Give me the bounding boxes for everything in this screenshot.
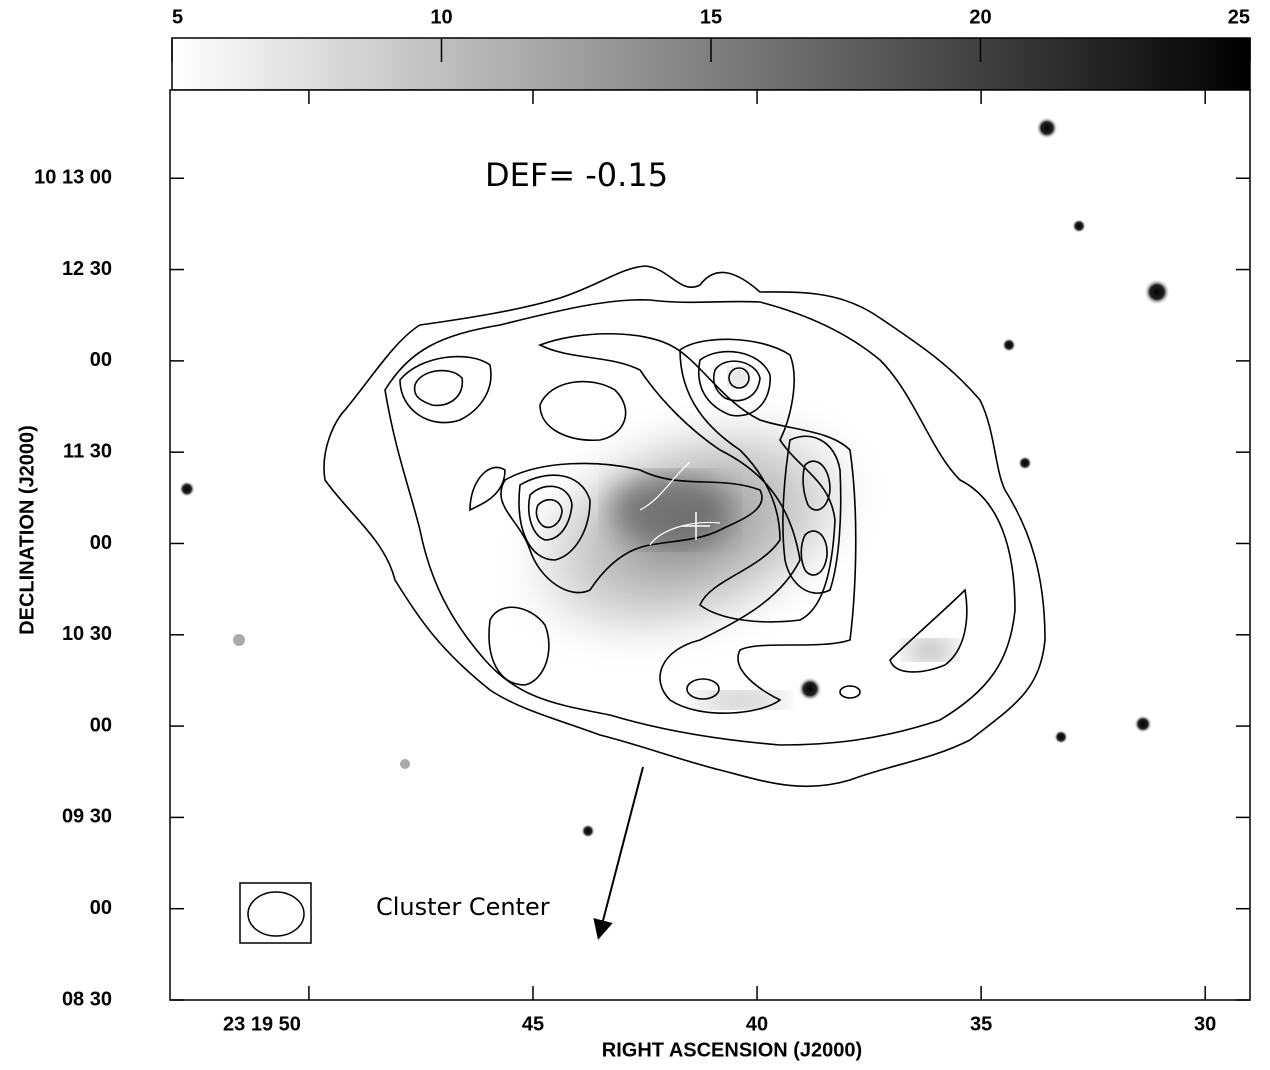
colorbar-tick-label: 25	[1228, 6, 1250, 28]
star	[798, 677, 822, 701]
cluster-arrow	[593, 766, 644, 940]
colorbar-tick-label: 10	[430, 6, 452, 28]
center-cross	[682, 512, 710, 540]
star	[400, 759, 410, 769]
contour	[535, 498, 563, 529]
star	[729, 368, 747, 386]
y-tick-label: 12 30	[62, 258, 112, 280]
contour	[528, 485, 573, 541]
def-annotation: DEF= -0.15	[485, 156, 668, 194]
colorbar-ticks: 5 10 15 20 25	[171, 6, 1251, 62]
plot-frame	[169, 89, 1251, 1001]
galaxy-knot	[695, 692, 785, 708]
y-tick-label: 10 13 00	[34, 167, 112, 189]
star	[1134, 715, 1152, 733]
star	[1072, 219, 1086, 233]
contour	[323, 265, 1046, 788]
white-contour	[639, 461, 721, 546]
contour	[839, 685, 861, 699]
y-tick-label: 00	[90, 349, 112, 371]
x-tick-label: 45	[522, 1013, 544, 1035]
contour	[782, 435, 842, 594]
y-tick-label: 09 30	[62, 806, 112, 828]
axes: 23 19 50 45 40 35 30 08 30 00 09 30 00 10 30 00 11 …	[34, 90, 1250, 1035]
contour	[500, 462, 763, 594]
contour	[686, 678, 720, 700]
contour	[889, 588, 968, 673]
star	[1018, 456, 1032, 470]
y-tick-label: 10 30	[62, 623, 112, 645]
star	[1002, 338, 1016, 352]
star	[233, 634, 245, 646]
y-tick-label: 11 30	[63, 440, 112, 462]
x-tick-label: 30	[1194, 1013, 1216, 1035]
contours	[323, 265, 1046, 788]
colorbar-tick-label: 15	[700, 6, 722, 28]
colorbar-tick-label: 20	[969, 6, 991, 28]
star	[1144, 279, 1170, 305]
beam-box	[239, 882, 312, 944]
y-axis-title: DECLINATION (J2000)	[16, 425, 38, 635]
y-tick-label: 00	[90, 897, 112, 919]
contour	[802, 460, 831, 511]
y-tick-label: 00	[90, 714, 112, 736]
y-tick-label: 08 30	[62, 988, 112, 1010]
contour	[800, 530, 828, 576]
contour	[537, 332, 857, 714]
contour	[698, 350, 771, 417]
beam	[247, 891, 305, 937]
arrow-label: Cluster Center	[376, 893, 550, 921]
contour	[679, 338, 836, 623]
star	[581, 824, 595, 838]
star	[1036, 117, 1058, 139]
contour	[728, 367, 750, 389]
contour	[712, 360, 761, 402]
x-tick-label: 23 19 50	[223, 1013, 301, 1035]
contour	[518, 474, 591, 561]
contour	[399, 355, 492, 424]
contour	[469, 466, 506, 512]
star	[1054, 730, 1068, 744]
galaxy-knot	[905, 640, 955, 660]
x-axis-title: RIGHT ASCENSION (J2000)	[602, 1039, 862, 1061]
x-tick-label: 35	[970, 1013, 992, 1035]
star	[179, 481, 195, 497]
contour	[488, 606, 550, 686]
galaxy-core	[610, 475, 730, 545]
colorbar-tick-label: 5	[172, 6, 183, 28]
contour	[413, 369, 464, 407]
y-tick-label: 00	[90, 532, 112, 554]
x-tick-label: 40	[746, 1013, 768, 1035]
contour	[384, 298, 1016, 746]
contour	[539, 380, 627, 441]
